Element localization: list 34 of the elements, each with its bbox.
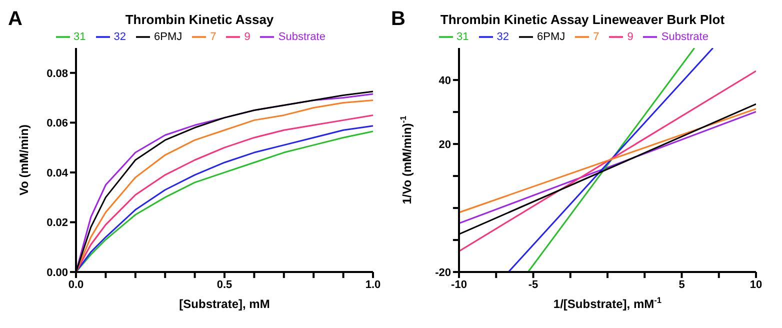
legend-label: 31 [74, 30, 86, 43]
y-tick-label: -20 [435, 266, 451, 279]
legend-label: Substrate [278, 30, 326, 43]
legend-label: 32 [114, 30, 126, 43]
x-tick-label: 0.0 [68, 278, 84, 291]
y-tick-label: 0.08 [46, 68, 68, 80]
legend-label: 7 [210, 30, 216, 43]
legend-label: 32 [496, 30, 510, 43]
x-axis-title: 1/[Substrate], mM$^{-1}$ [553, 295, 662, 311]
y-tick-label: 0.04 [46, 167, 69, 180]
x-tick-label: -10 [451, 278, 467, 291]
y-tick-label: 0.06 [46, 118, 68, 130]
legend-label: 7 [593, 30, 600, 43]
y-tick-label: 0.00 [46, 266, 68, 279]
legend-label: Substrate [661, 30, 708, 43]
x-tick-label: -5 [528, 278, 538, 291]
y-tick-label: 0.02 [46, 217, 68, 230]
x-tick-label: 5 [678, 278, 685, 291]
x-tick-label: 0.5 [216, 278, 232, 291]
text: B [391, 8, 406, 31]
x-axis-title: [Substrate], mM [179, 297, 270, 311]
y-tick-label: 20 [438, 138, 451, 151]
legend-label: 31 [456, 30, 469, 43]
legend-label: 6PMJ [154, 30, 182, 43]
text: A [8, 8, 22, 31]
legend-label: 9 [244, 30, 250, 43]
chart-title: Thrombin Kinetic Assay Lineweaver Burk Plot [440, 12, 725, 27]
y-tick-label: 40 [438, 74, 451, 87]
legend-label: 9 [627, 30, 634, 43]
x-tick-label: 10 [750, 278, 762, 291]
y-axis-title: Vo (mM/min) [17, 124, 31, 196]
x-tick-label: 1.0 [365, 278, 381, 291]
chart-title: Thrombin Kinetic Assay [125, 12, 274, 27]
legend-label: 6PMJ [537, 30, 566, 43]
